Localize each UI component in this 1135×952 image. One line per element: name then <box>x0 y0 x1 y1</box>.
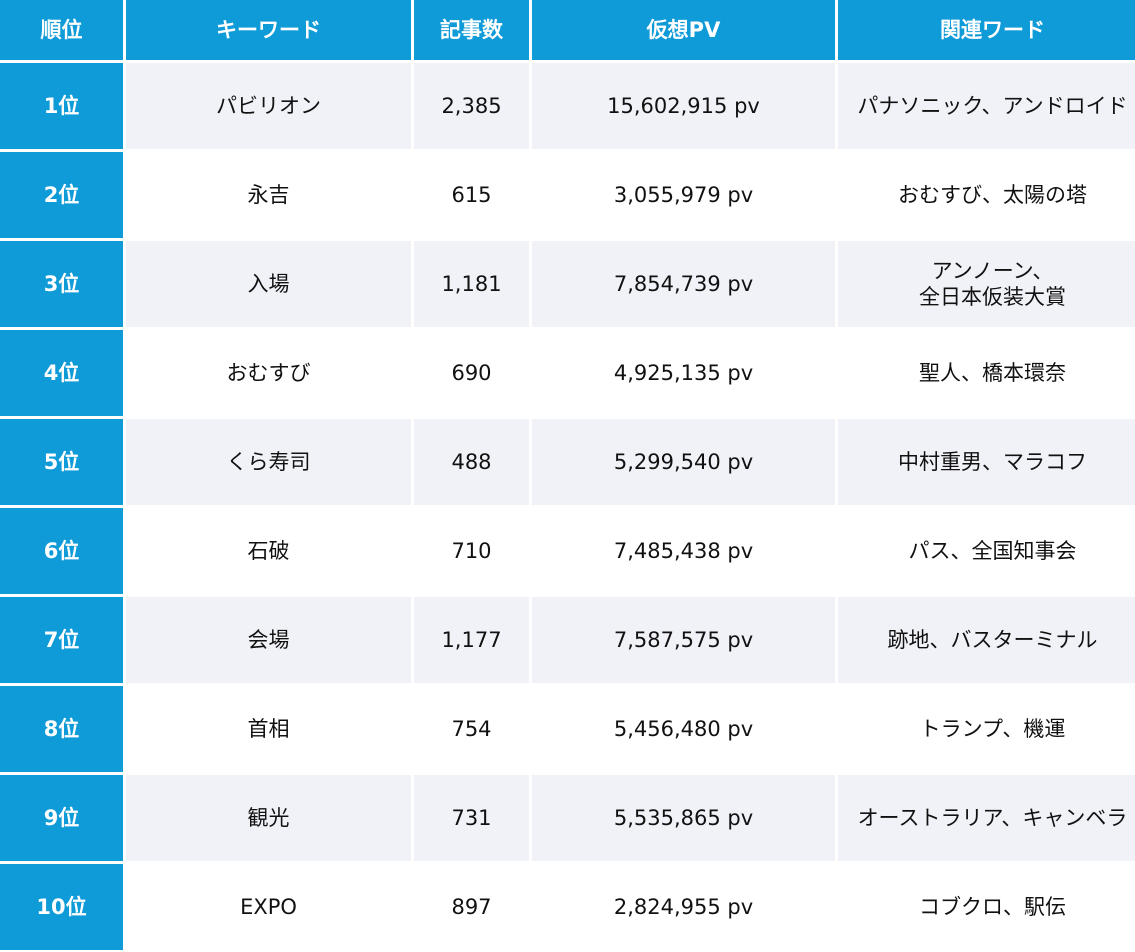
articles-cell: 710 <box>414 508 529 594</box>
keyword-cell: 観光 <box>126 775 411 861</box>
rank-cell: 2位 <box>0 152 123 238</box>
header-rank: 順位 <box>0 0 123 60</box>
related-cell: パナソニック、アンドロイド <box>838 63 1135 149</box>
pv-cell: 7,854,739 pv <box>532 241 835 327</box>
keyword-cell: 会場 <box>126 597 411 683</box>
articles-cell: 2,385 <box>414 63 529 149</box>
pv-cell: 5,299,540 pv <box>532 419 835 505</box>
articles-cell: 488 <box>414 419 529 505</box>
rank-cell: 6位 <box>0 508 123 594</box>
rank-cell: 9位 <box>0 775 123 861</box>
pv-cell: 7,587,575 pv <box>532 597 835 683</box>
pv-cell: 4,925,135 pv <box>532 330 835 416</box>
articles-cell: 731 <box>414 775 529 861</box>
keyword-cell: EXPO <box>126 864 411 950</box>
pv-cell: 5,535,865 pv <box>532 775 835 861</box>
related-cell: 中村重男、マラコフ <box>838 419 1135 505</box>
keyword-cell: パビリオン <box>126 63 411 149</box>
related-cell: おむすび、太陽の塔 <box>838 152 1135 238</box>
rank-cell: 5位 <box>0 419 123 505</box>
articles-cell: 897 <box>414 864 529 950</box>
header-pv: 仮想PV <box>532 0 835 60</box>
pv-cell: 7,485,438 pv <box>532 508 835 594</box>
rank-cell: 1位 <box>0 63 123 149</box>
keyword-cell: 永吉 <box>126 152 411 238</box>
related-cell: 聖人、橋本環奈 <box>838 330 1135 416</box>
keyword-cell: おむすび <box>126 330 411 416</box>
articles-cell: 754 <box>414 686 529 772</box>
keyword-cell: 石破 <box>126 508 411 594</box>
keyword-cell: 入場 <box>126 241 411 327</box>
related-cell: オーストラリア、キャンベラ <box>838 775 1135 861</box>
articles-cell: 1,177 <box>414 597 529 683</box>
related-cell: 跡地、バスターミナル <box>838 597 1135 683</box>
keyword-cell: 首相 <box>126 686 411 772</box>
rank-cell: 10位 <box>0 864 123 950</box>
related-cell: コブクロ、駅伝 <box>838 864 1135 950</box>
articles-cell: 615 <box>414 152 529 238</box>
header-keyword: キーワード <box>126 0 411 60</box>
pv-cell: 3,055,979 pv <box>532 152 835 238</box>
rank-cell: 4位 <box>0 330 123 416</box>
rank-cell: 8位 <box>0 686 123 772</box>
pv-cell: 15,602,915 pv <box>532 63 835 149</box>
related-cell: パス、全国知事会 <box>838 508 1135 594</box>
articles-cell: 1,181 <box>414 241 529 327</box>
articles-cell: 690 <box>414 330 529 416</box>
rank-cell: 7位 <box>0 597 123 683</box>
rank-cell: 3位 <box>0 241 123 327</box>
pv-cell: 5,456,480 pv <box>532 686 835 772</box>
pv-cell: 2,824,955 pv <box>532 864 835 950</box>
header-related: 関連ワード <box>838 0 1135 60</box>
header-articles: 記事数 <box>414 0 529 60</box>
related-cell: トランプ、機運 <box>838 686 1135 772</box>
related-cell: アンノーン、 全日本仮装大賞 <box>838 241 1135 327</box>
keyword-cell: くら寿司 <box>126 419 411 505</box>
